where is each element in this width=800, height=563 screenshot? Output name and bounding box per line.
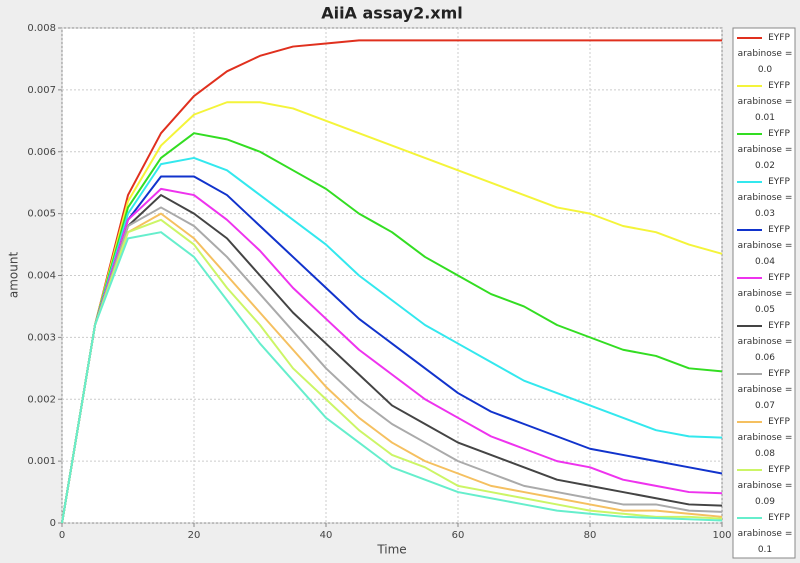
x-tick-label: 20 bbox=[188, 530, 201, 541]
y-tick-label: 0.001 bbox=[27, 456, 56, 467]
legend-label: EYFP arabinose = 0.08 bbox=[737, 417, 793, 459]
legend-label: EYFP arabinose = 0.05 bbox=[737, 273, 793, 315]
x-tick-label: 100 bbox=[712, 530, 731, 541]
series-line bbox=[61, 218, 723, 524]
legend-label: EYFP arabinose = 0.01 bbox=[737, 81, 793, 123]
legend-label: EYFP arabinose = 0.02 bbox=[737, 129, 793, 171]
y-tick-label: 0.005 bbox=[27, 209, 56, 220]
legend-label: EYFP arabinose = 0.04 bbox=[737, 225, 793, 267]
series-line bbox=[61, 206, 723, 524]
legend-label: EYFP arabinose = 0.09 bbox=[737, 465, 793, 507]
y-axis-label: amount bbox=[7, 252, 21, 299]
legend-label: EYFP arabinose = 0.06 bbox=[737, 321, 793, 363]
series-line bbox=[61, 132, 723, 524]
y-tick-label: 0.008 bbox=[27, 23, 56, 34]
series-line bbox=[61, 194, 723, 524]
legend-item: EYFP arabinose = 0.07 bbox=[737, 369, 793, 411]
legend-label: EYFP arabinose = 0.03 bbox=[737, 177, 793, 219]
legend-item: EYFP arabinose = 0.0 bbox=[737, 33, 793, 75]
legend-item: EYFP arabinose = 0.01 bbox=[737, 81, 793, 123]
legend-item: EYFP arabinose = 0.08 bbox=[737, 417, 793, 459]
y-tick-label: 0 bbox=[50, 518, 56, 529]
series-line bbox=[61, 187, 723, 524]
series-line bbox=[61, 156, 723, 524]
legend-item: EYFP arabinose = 0.1 bbox=[737, 513, 793, 555]
y-tick-label: 0.004 bbox=[27, 271, 56, 282]
chart-title: AiiA assay2.xml bbox=[321, 4, 463, 23]
x-tick-label: 60 bbox=[452, 530, 465, 541]
series-line bbox=[61, 212, 723, 524]
series-line bbox=[61, 101, 723, 524]
y-tick-label: 0.007 bbox=[27, 85, 56, 96]
x-tick-label: 80 bbox=[584, 530, 597, 541]
y-tick-label: 0.003 bbox=[27, 332, 56, 343]
x-tick-label: 0 bbox=[59, 530, 65, 541]
legend-label: EYFP arabinose = 0.1 bbox=[737, 513, 793, 555]
legend-item: EYFP arabinose = 0.09 bbox=[737, 465, 793, 507]
x-axis-label: Time bbox=[376, 543, 406, 557]
series-line bbox=[61, 39, 722, 524]
y-tick-label: 0.006 bbox=[27, 147, 56, 158]
legend-label: EYFP arabinose = 0.07 bbox=[737, 369, 793, 411]
x-tick-label: 40 bbox=[320, 530, 333, 541]
series-line bbox=[61, 231, 723, 524]
y-tick-label: 0.002 bbox=[27, 394, 56, 405]
legend-item: EYFP arabinose = 0.03 bbox=[737, 177, 793, 219]
legend-item: EYFP arabinose = 0.06 bbox=[737, 321, 793, 363]
series-line bbox=[61, 175, 723, 524]
legend-item: EYFP arabinose = 0.02 bbox=[737, 129, 793, 171]
legend-item: EYFP arabinose = 0.05 bbox=[737, 273, 793, 315]
legend-item: EYFP arabinose = 0.04 bbox=[737, 225, 793, 267]
legend-label: EYFP arabinose = 0.0 bbox=[737, 33, 793, 75]
